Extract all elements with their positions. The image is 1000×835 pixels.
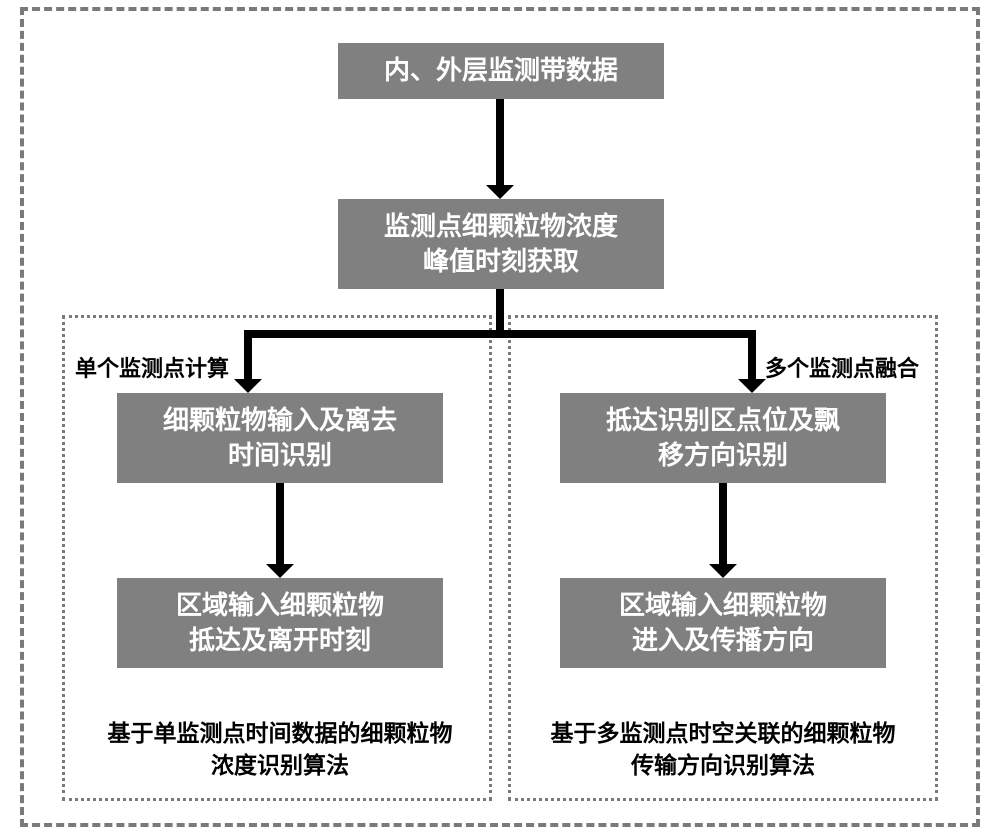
arrow-1-line xyxy=(496,99,504,185)
node-top: 内、外层监测带数据 xyxy=(338,43,664,99)
node-left-lower: 区域输入细颗粒物 抵达及离开时刻 xyxy=(117,578,443,668)
arrow-right2-line xyxy=(719,483,727,564)
arrow-left2-line xyxy=(276,483,284,564)
arrow-right2-head xyxy=(709,564,737,578)
caption-left: 基于单监测点时间数据的细颗粒物 浓度识别算法 xyxy=(100,718,460,782)
node-second: 监测点细颗粒物浓度 峰值时刻获取 xyxy=(338,199,664,289)
arrow-1-head xyxy=(486,185,514,199)
arrow-split-h xyxy=(244,330,756,338)
arrow-right1-line xyxy=(748,330,756,379)
arrow-left2-head xyxy=(266,564,294,578)
arrow-right1-head xyxy=(738,379,766,393)
label-left-small: 单个监测点计算 xyxy=(75,354,229,385)
node-right-upper: 抵达识别区点位及飘 移方向识别 xyxy=(560,393,886,483)
caption-right: 基于多监测点时空关联的细颗粒物 传输方向识别算法 xyxy=(543,718,903,782)
node-right-lower: 区域输入细颗粒物 进入及传播方向 xyxy=(560,578,886,668)
label-right-small: 多个监测点融合 xyxy=(765,354,919,385)
arrow-left1-line xyxy=(244,330,252,379)
arrow-left1-head xyxy=(234,379,262,393)
node-left-upper: 细颗粒物输入及离去 时间识别 xyxy=(117,393,443,483)
